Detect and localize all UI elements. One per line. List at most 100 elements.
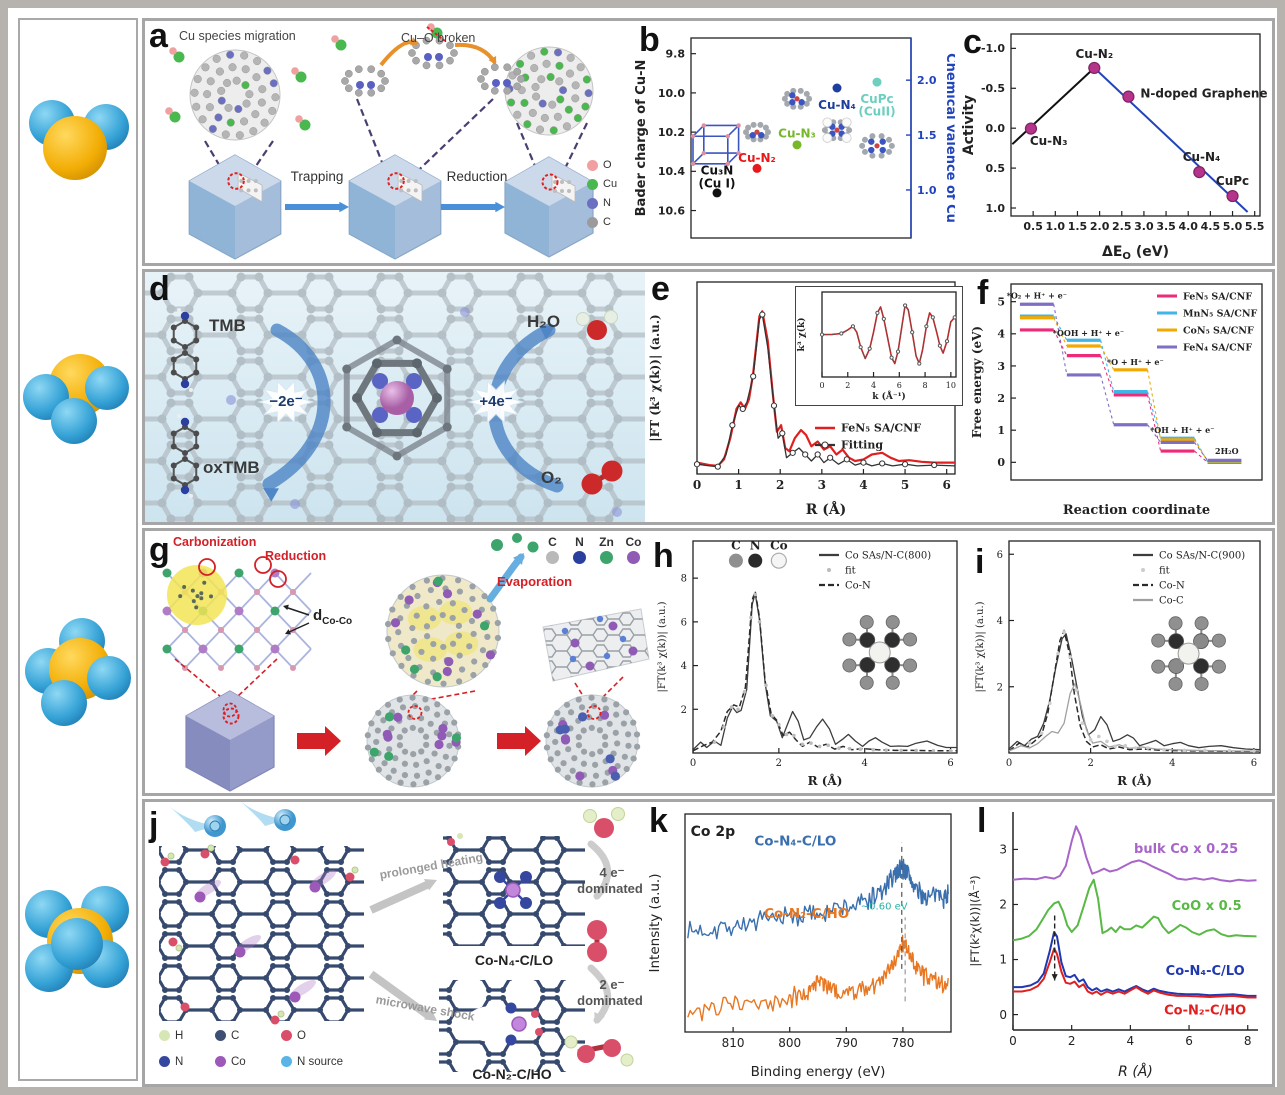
svg-text:4: 4: [997, 616, 1003, 627]
coordination-models-sidebar: [18, 18, 138, 1081]
panel-letter-e: e: [651, 272, 670, 308]
chart-exafs-co800: 0 2 4 6 2 4 6 8 C N Co Co SAs/N-C(800) fit Co-N R (Å) |…: [651, 533, 967, 791]
c-atom-icon: [587, 216, 598, 228]
svg-text:4: 4: [871, 381, 876, 390]
svg-text:1: 1: [999, 953, 1007, 967]
svg-text:Cu-N₃: Cu-N₃: [778, 126, 816, 140]
svg-text:6: 6: [1251, 758, 1257, 769]
svg-text:FeN₅ SA/CNF: FeN₅ SA/CNF: [841, 422, 921, 435]
legend-label: C: [603, 216, 611, 228]
legend-label: O: [603, 159, 612, 171]
panel-letter-i: i: [975, 543, 985, 581]
panel-letter-c: c: [963, 23, 982, 61]
row-zif-evaporation: g Carbonization Reduction Evaporation dC…: [142, 528, 1275, 796]
svg-text:CoO x 0.5: CoO x 0.5: [1172, 899, 1242, 914]
svg-text:2: 2: [1068, 1034, 1076, 1048]
legend-label: O: [297, 1030, 306, 1042]
svg-text:k (Å⁻¹): k (Å⁻¹): [872, 390, 906, 402]
svg-text:|FT(k³ χ(k))| (a.u.): |FT(k³ χ(k))| (a.u.): [975, 601, 986, 692]
co-atom-icon: [627, 551, 640, 564]
c-atom-icon: [215, 1030, 226, 1042]
svg-text:2: 2: [997, 392, 1005, 405]
svg-text:Co SAs/N-C(900): Co SAs/N-C(900): [1159, 551, 1245, 562]
svg-text:1.5: 1.5: [917, 129, 937, 142]
panel-c-volcano: c 0.5 1.0 1.5 2.0 2.5 3.0 3.5 4.0 4.5 5.0 5.5 -1.0-…: [959, 21, 1272, 263]
panel-letter-h: h: [653, 537, 674, 575]
legend-label: N source: [297, 1056, 344, 1068]
svg-text:8: 8: [681, 574, 687, 585]
svg-text:Fitting: Fitting: [841, 439, 883, 452]
panel-letter-l: l: [977, 802, 987, 840]
label-plus-4e: +4e⁻: [479, 393, 513, 410]
label-minus-2e: −2e⁻: [269, 393, 303, 410]
label-o2: O₂: [541, 468, 562, 487]
legend-label: N: [575, 535, 584, 549]
svg-text:0: 0: [819, 381, 824, 390]
svg-text:2: 2: [776, 478, 784, 492]
svg-text:Cu-N₃: Cu-N₃: [1030, 134, 1068, 148]
n-atom-icon: [573, 551, 586, 564]
svg-text:2: 2: [681, 705, 687, 716]
svg-text:fit: fit: [845, 566, 856, 577]
panel-letter-k: k: [649, 802, 668, 840]
label-trapping: Trapping: [290, 169, 344, 184]
svg-text:bulk Co x 0.25: bulk Co x 0.25: [1134, 842, 1238, 857]
svg-text:2: 2: [997, 682, 1003, 693]
chart-bader-charge: 9.8 10.0 10.2 10.4 10.6 2.0 1.5 1.0 Cu₃N (Cu I) Cu…: [631, 24, 955, 262]
svg-text:(Cu I): (Cu I): [699, 176, 736, 190]
svg-text:Co-N: Co-N: [845, 581, 871, 592]
cu-trapping-scheme: [165, 23, 594, 260]
o-atom-icon: [587, 159, 598, 171]
svg-text:Intensity (a.u.): Intensity (a.u.): [647, 874, 663, 973]
svg-text:MnN₅ SA/CNF: MnN₅ SA/CNF: [1183, 309, 1258, 320]
svg-text:Co 2p: Co 2p: [691, 824, 736, 840]
panel-letter-f: f: [977, 274, 989, 312]
o-atom-icon: [281, 1030, 292, 1042]
svg-text:|FT(k³ χ(k))| (a.u.): |FT(k³ χ(k))| (a.u.): [657, 601, 668, 692]
svg-text:~0.60 eV: ~0.60 eV: [861, 901, 908, 912]
label-evaporation: Evaporation: [497, 574, 573, 589]
svg-text:3: 3: [997, 360, 1005, 373]
panel-k-xps: k 810 800 790 780 Co 2p Co-N₄-C/LO Co-N₂-C/HO ~…: [645, 802, 967, 1084]
svg-text:3: 3: [818, 478, 826, 492]
svg-text:1: 1: [734, 478, 742, 492]
svg-text:10.0: 10.0: [658, 87, 685, 100]
panel-i-exafs-900: i 0 2 4 6 2 4 6 Co SAs/N-C(900) fit Co-N Co-C R (Å)…: [969, 531, 1272, 793]
n-source-icon: [281, 1056, 292, 1068]
panel-l-exafs-compare: l 0 2 4 6 8 0 1 2 3 bulk Co x 0.25 CoO x 0.5 Co-N₄-…: [967, 802, 1272, 1084]
svg-text:5: 5: [997, 296, 1005, 309]
svg-text:0: 0: [1006, 758, 1012, 769]
model-metal-n4: [23, 618, 133, 728]
chart-volcano-activity: 0.5 1.0 1.5 2.0 2.5 3.0 3.5 4.0 4.5 5.0 5.5 -1.0 -0.…: [959, 24, 1270, 262]
svg-text:6: 6: [681, 617, 687, 628]
chart-xps-co2p: 810 800 790 780 Co 2p Co-N₄-C/LO Co-N₂-C/HO ~0.…: [645, 802, 965, 1082]
svg-text:N-doped Graphene: N-doped Graphene: [1140, 86, 1267, 100]
svg-text:4: 4: [681, 661, 687, 672]
svg-text:Co-N: Co-N: [1159, 581, 1185, 592]
zn-atom-icon: [600, 551, 613, 564]
figure-panels: a Cu species migration Cu–O broken Trapp…: [142, 18, 1275, 1087]
svg-text:1.0: 1.0: [986, 202, 1006, 215]
svg-text:*O + H⁺ + e⁻: *O + H⁺ + e⁻: [1107, 357, 1164, 367]
svg-text:2: 2: [776, 758, 782, 769]
svg-text:4: 4: [1169, 758, 1175, 769]
svg-text:0: 0: [690, 758, 696, 769]
legend-label: C: [548, 535, 557, 549]
svg-text:Cu-N₄: Cu-N₄: [1183, 150, 1221, 164]
panel-b-bader-charge: b 9.8 10.0 10.2 10.4 10.6 2.0 1.5 1.0 Cu₃N (Cu I)…: [631, 21, 959, 263]
legend-label: Co: [625, 535, 642, 549]
svg-text:Cu-N₂: Cu-N₂: [738, 151, 776, 165]
svg-text:FeN₅ SA/CNF: FeN₅ SA/CNF: [1183, 292, 1252, 303]
svg-text:R (Å): R (Å): [806, 500, 847, 518]
svg-text:4: 4: [997, 328, 1005, 341]
svg-text:10.6: 10.6: [658, 204, 685, 217]
row-cu-trapping: a Cu species migration Cu–O broken Trapp…: [142, 18, 1275, 266]
legend-label: N: [603, 197, 611, 209]
svg-text:3: 3: [999, 843, 1007, 857]
svg-text:N: N: [750, 539, 761, 553]
svg-text:6: 6: [942, 478, 950, 492]
label-cu-species-migration: Cu species migration: [179, 29, 296, 43]
svg-text:3.0: 3.0: [1134, 220, 1154, 233]
svg-text:Co-N₄-C/LO: Co-N₄-C/LO: [1166, 964, 1245, 979]
svg-text:0.5: 0.5: [986, 162, 1006, 175]
